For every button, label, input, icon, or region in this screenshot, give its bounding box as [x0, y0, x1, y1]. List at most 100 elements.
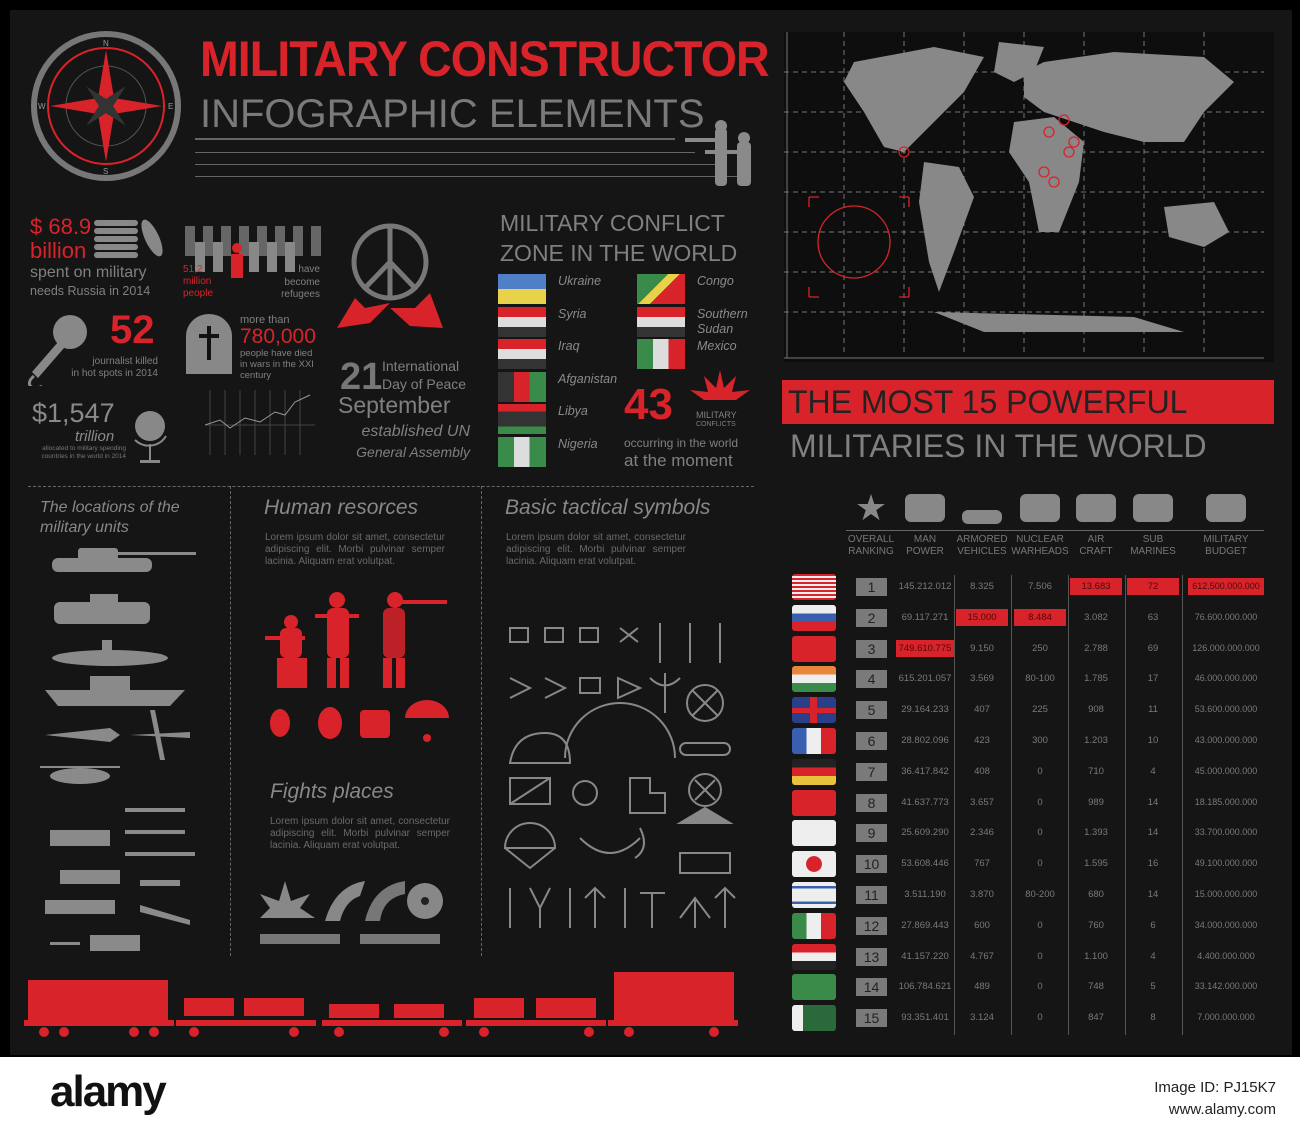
table-cell-air: 1.785	[1084, 673, 1108, 685]
brazil-flag-icon	[792, 974, 836, 1001]
table-cell-budget: 76.600.000.000	[1194, 611, 1258, 622]
image-id: Image ID: PJ15K7	[1154, 1079, 1276, 1096]
table-cell-nuclear: 0	[1037, 827, 1043, 839]
table-cell-nuclear: 80-100	[1025, 673, 1055, 685]
south-korea-flag-icon	[792, 820, 836, 847]
table-cell-budget: 612.500.000.000	[1188, 578, 1264, 595]
hazard-stripe	[360, 934, 440, 944]
nigeria-flag-icon	[498, 436, 546, 467]
divider	[195, 164, 715, 165]
rank-badge: 14	[856, 978, 887, 997]
conflict-country-name: Congo	[697, 274, 734, 288]
table-cell-nuclear: 0	[1037, 981, 1043, 993]
alamy-logo: alamy	[50, 1067, 167, 1116]
table-cell-man: 106.784.621	[898, 981, 952, 993]
table-cell-budget: 43.000.000.000	[1194, 735, 1258, 745]
uk-flag-icon	[792, 697, 836, 724]
jet-icon	[1076, 494, 1116, 522]
table-cell-armored: 3.657	[970, 796, 994, 808]
table-cell-nuclear: 225	[1032, 704, 1048, 716]
conflict-count: 43	[624, 380, 673, 429]
table-cell-air: 680	[1088, 889, 1104, 900]
helicopter-icon	[40, 766, 120, 784]
table-cell-sub: 14	[1147, 827, 1159, 839]
rank-badge: 3	[856, 639, 887, 658]
syria-flag-icon	[498, 306, 546, 337]
divider	[195, 152, 695, 153]
table-cell-armored: 3.124	[970, 1012, 994, 1024]
column-header: AIR CRAFT	[1061, 534, 1131, 558]
missile-launcher-icon	[45, 830, 120, 914]
coins-icon	[94, 219, 163, 258]
table-cell-man: 93.351.401	[901, 1012, 949, 1024]
table-cell-nuclear: 0	[1037, 796, 1043, 808]
ranking-subtitle: MILITARIES IN THE WORLD	[790, 428, 1207, 464]
table-cell-sub: 4	[1150, 950, 1156, 962]
column-divider	[954, 575, 955, 1035]
divider	[230, 486, 231, 956]
page-subtitle: INFOGRAPHIC ELEMENTS	[200, 92, 705, 136]
israel-flag-icon	[792, 882, 836, 908]
table-cell-man: 69.117.271	[901, 611, 949, 623]
rank-badge: 4	[856, 670, 887, 689]
human-resources-title: Human resorces	[264, 496, 419, 519]
turkey-flag-icon	[792, 789, 836, 816]
star-icon: ★	[854, 487, 888, 528]
table-cell-nuclear: 80-200	[1025, 889, 1055, 900]
china-flag-icon	[792, 635, 836, 662]
column-divider	[1068, 575, 1069, 1035]
conflict-country-name: Ukraine	[558, 274, 602, 288]
divider	[195, 176, 745, 177]
table-cell-nuclear: 0	[1037, 765, 1043, 777]
refugees-desc: have become refugees	[281, 264, 320, 300]
table-cell-man: 36.417.842	[901, 765, 949, 777]
grenade-icon	[270, 709, 290, 737]
deaths-pre: more than	[240, 314, 290, 326]
world-map[interactable]	[784, 32, 1274, 362]
spend-unit: trillion	[75, 428, 115, 445]
rank-badge: 9	[856, 824, 887, 843]
human-resources-text: Lorem ipsum dolor sit amet, consectetur …	[265, 532, 445, 567]
tank-icon	[962, 510, 1002, 524]
table-cell-sub: 6	[1150, 919, 1156, 931]
rifles-icon	[125, 808, 195, 856]
rank-badge: 7	[856, 762, 887, 781]
locations-title: The locations of the	[40, 499, 180, 516]
column-header: MAN POWER	[890, 534, 960, 558]
afghanistan-flag-icon	[498, 371, 546, 402]
table-cell-sub: 14	[1147, 889, 1159, 900]
column-header-line: POWER	[906, 546, 944, 557]
table-cell-man: 41.157.220	[901, 950, 949, 962]
table-cell-nuclear: 250	[1032, 642, 1048, 654]
column-header: SUB MARINES	[1118, 534, 1188, 558]
italy-flag-icon	[792, 912, 836, 939]
rank-badge: 11	[856, 886, 887, 904]
table-cell-armored: 9.150	[970, 642, 994, 654]
south-sudan-flag-icon	[637, 306, 685, 337]
footer-url: www.alamy.com	[1168, 1101, 1276, 1118]
table-cell-sub: 17	[1147, 673, 1159, 685]
column-header: OVERALL RANKING	[836, 534, 906, 558]
apc-icon	[54, 594, 150, 624]
peace-label: International	[382, 358, 460, 374]
soldier-figures-icon	[265, 592, 449, 742]
submarine-icon	[52, 640, 168, 666]
table-cell-nuclear: 8.484	[1014, 608, 1066, 626]
table-cell-armored: 4.767	[970, 950, 994, 962]
column-header-line: WARHEADS	[1011, 546, 1069, 557]
conflict-country-name: Libya	[558, 404, 588, 418]
column-header: MILITARY BUDGET	[1191, 534, 1261, 558]
table-cell-armored: 767	[974, 858, 990, 870]
conflict-country-name: Afganistan	[558, 371, 618, 386]
table-cell-armored: 408	[974, 765, 990, 777]
table-cell-man: 53.608.446	[901, 858, 949, 870]
table-cell-man: 145.212.012	[898, 581, 952, 592]
peace-desc: General Assembly	[356, 444, 470, 460]
egypt-flag-icon	[792, 943, 836, 970]
russia-desc: needs Russia in 2014	[30, 284, 151, 298]
table-cell-budget: 33.142.000.000	[1194, 981, 1258, 992]
table-cell-air: 1.100	[1084, 950, 1108, 962]
column-header-line: ARMORED	[956, 534, 1008, 545]
submarine-icon	[1133, 494, 1173, 522]
table-cell-armored: 600	[974, 919, 990, 931]
